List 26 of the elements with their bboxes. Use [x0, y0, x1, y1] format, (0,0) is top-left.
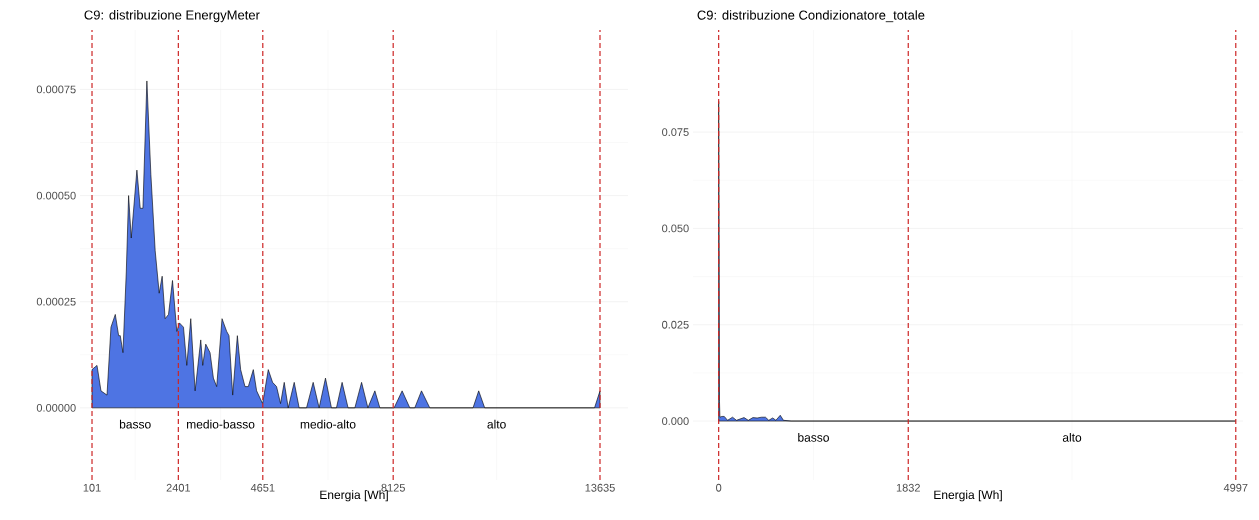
annotation: medio-alto: [300, 419, 356, 429]
x-tick-label: 4651: [250, 483, 275, 492]
annotation: basso: [798, 432, 829, 442]
y-tick-label: 0.025: [662, 320, 689, 329]
y-tick-label: 0.00025: [36, 297, 76, 306]
x-axis-title: Energia [Wh]: [934, 490, 1002, 502]
x-tick-label: 101: [83, 483, 101, 492]
x-axis-title: Energia [Wh]: [320, 490, 388, 502]
annotation: alto: [487, 419, 506, 429]
y-tick-label: 0.00050: [36, 191, 76, 200]
annotation: medio-basso: [187, 419, 255, 429]
chart-title: C9: distribuzione EnergyMeter: [84, 10, 260, 23]
x-tick-label: 8125: [381, 483, 405, 492]
x-tick-label: 1832: [896, 483, 920, 492]
y-tick-label: 0.00075: [36, 85, 76, 94]
x-tick-label: 4997: [1223, 483, 1248, 492]
y-tick-label: 0.075: [662, 128, 689, 136]
x-tick-label: 13635: [585, 483, 615, 492]
chart-title: C9: distribuzione Condizionatore_totale: [697, 10, 925, 23]
y-tick-label: 0.000: [662, 417, 689, 425]
x-tick-label: 2401: [166, 483, 191, 492]
y-tick-label: 0.00000: [36, 403, 76, 412]
x-tick-label: 0: [716, 483, 722, 492]
annotation: basso: [119, 419, 151, 429]
y-tick-label: 0.050: [662, 224, 689, 233]
annotation: alto: [1062, 432, 1082, 442]
